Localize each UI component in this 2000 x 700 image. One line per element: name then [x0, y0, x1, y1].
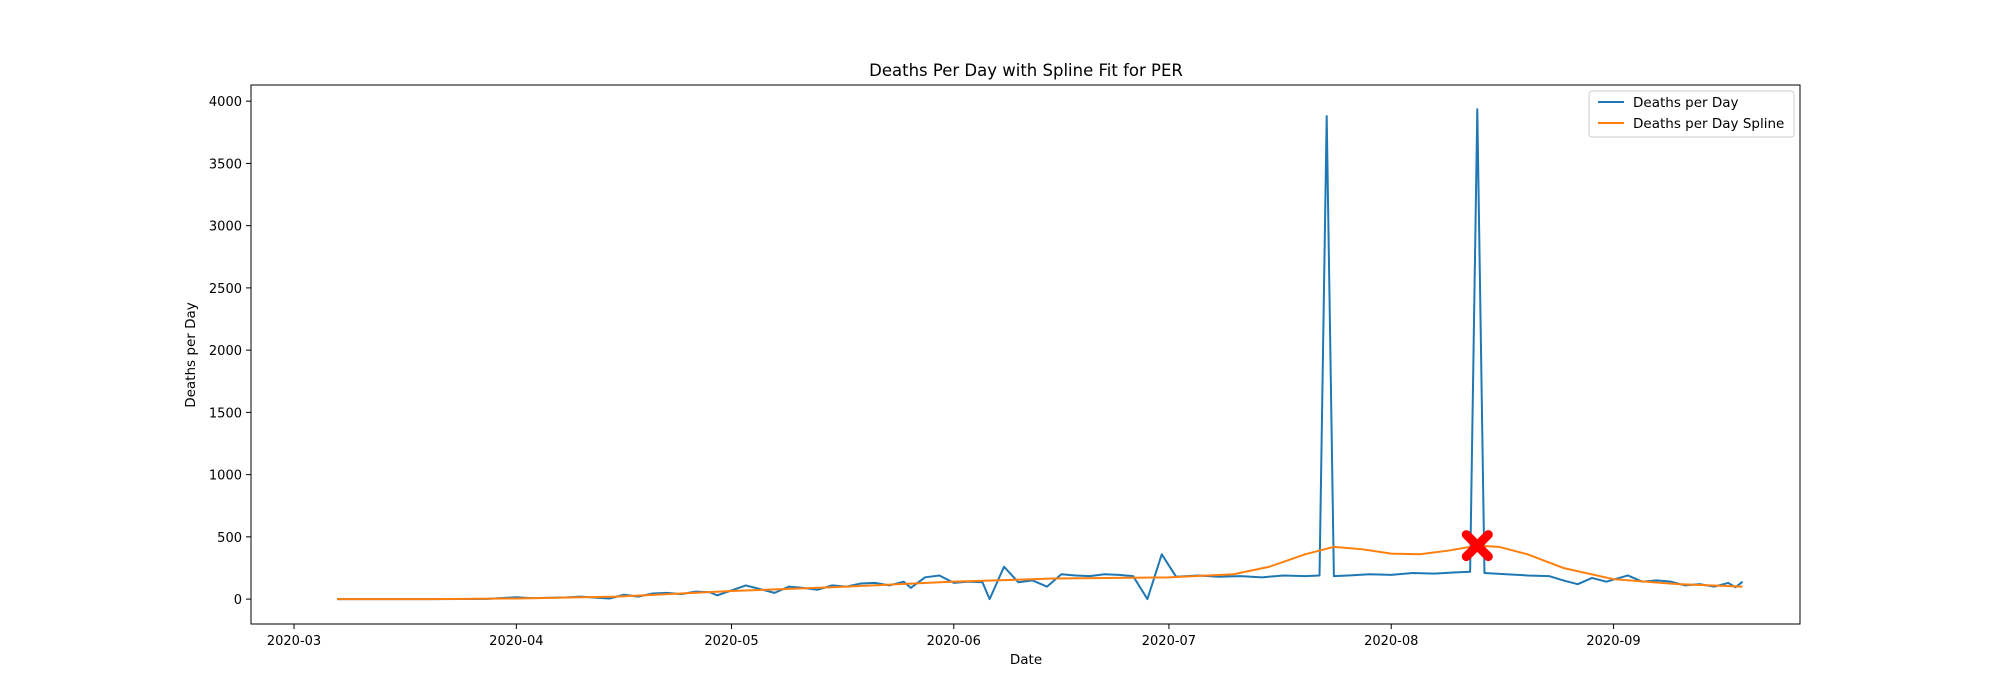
y-tick-label: 1000: [209, 469, 242, 484]
series-layer: [337, 108, 1744, 601]
y-tick-label: 0: [234, 593, 242, 608]
legend-box: [1588, 90, 1795, 138]
legend-label-spline: Deaths per Day Spline: [1633, 116, 1784, 132]
x-axis-label: Date: [1010, 652, 1042, 668]
y-tick-label: 3000: [209, 220, 242, 235]
x-tick-label: 2020-05: [704, 634, 758, 649]
x-axis: 2020-03 2020-04 2020-05 2020-06 2020-07 2020-…: [267, 624, 1641, 649]
y-axis-label: Deaths per Day: [183, 302, 199, 408]
y-axis: 0 500 1000 1500 2000 2500 3000 3500 4000: [209, 95, 251, 608]
y-tick-label: 3500: [209, 157, 242, 172]
y-tick-label: 1500: [209, 406, 242, 421]
spline-line: [337, 544, 1743, 601]
legend-label-deaths: Deaths per Day: [1633, 95, 1739, 111]
peak-marker: [1461, 530, 1493, 562]
x-tick-label: 2020-09: [1586, 634, 1640, 649]
axes-frame: [250, 84, 1801, 625]
y-tick-label: 2000: [209, 344, 242, 359]
chart-title: Deaths Per Day with Spline Fit for PER: [869, 61, 1183, 80]
x-tick-label: 2020-07: [1142, 634, 1196, 649]
x-tick-label: 2020-03: [267, 634, 321, 649]
plot-area: [250, 84, 1801, 625]
x-tick-label: 2020-08: [1364, 634, 1418, 649]
x-tick-label: 2020-06: [927, 634, 981, 649]
y-tick-label: 500: [217, 531, 242, 546]
marker-layer: [1461, 530, 1493, 562]
y-tick-label: 2500: [209, 282, 242, 297]
x-tick-label: 2020-04: [489, 634, 543, 649]
y-tick-label: 4000: [209, 95, 242, 110]
legend: Deaths per Day Deaths per Day Spline: [1588, 90, 1795, 138]
